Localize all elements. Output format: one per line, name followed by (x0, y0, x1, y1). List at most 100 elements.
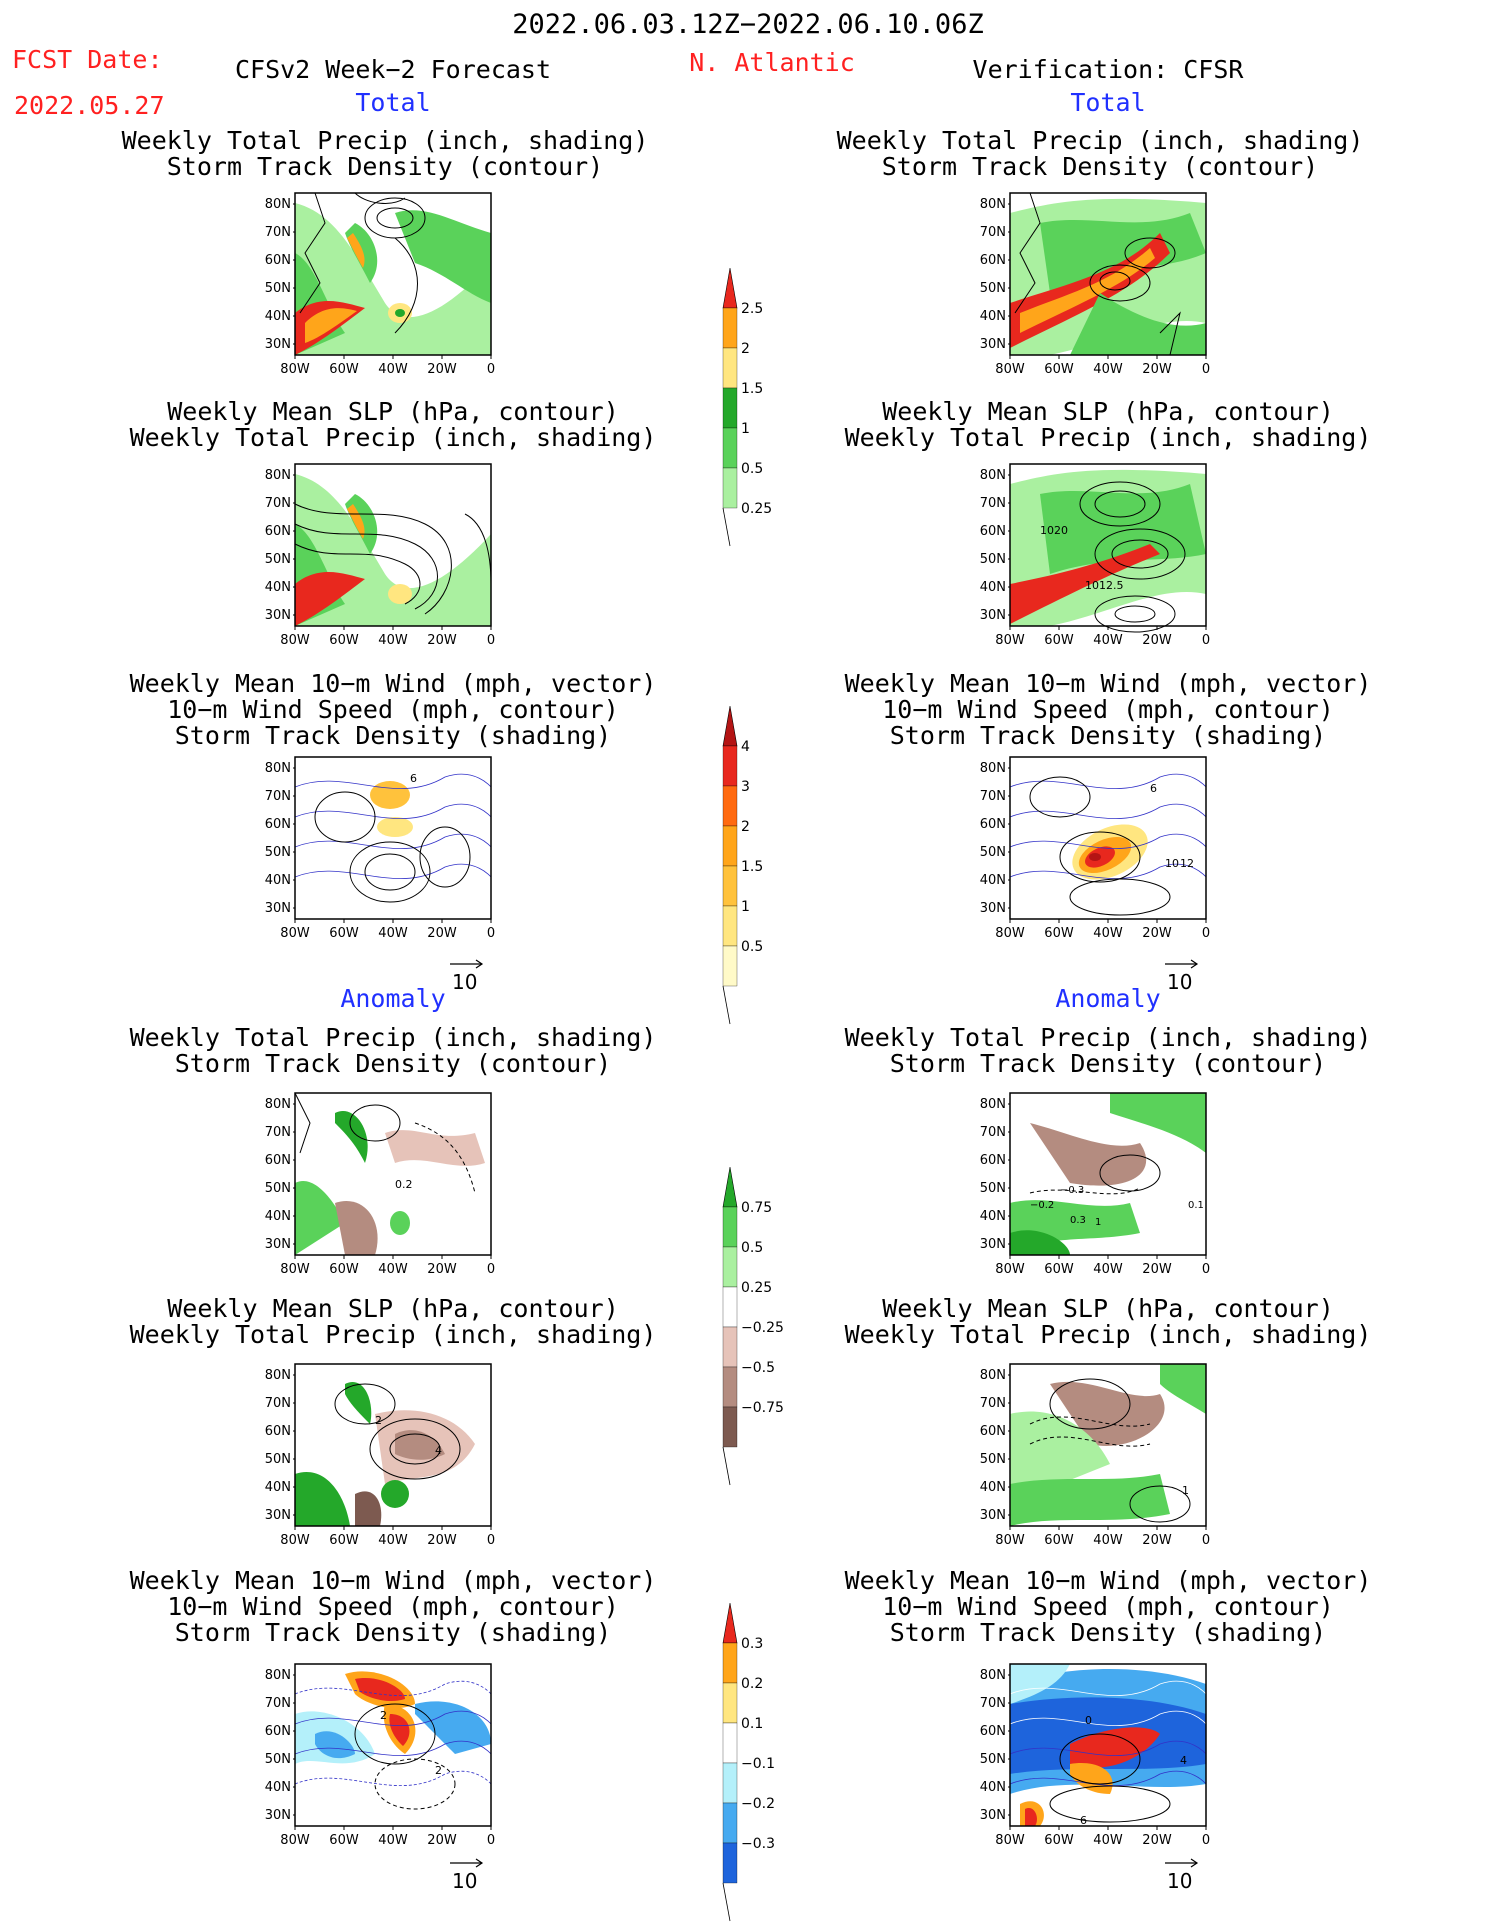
lon-tick-label: 0 (1202, 1833, 1210, 1848)
colorbar-storm-total: 4 3 2 1.5 1 0.5 (722, 705, 763, 1025)
lat-tick-label: 30N (980, 337, 1006, 352)
colorbar-swatch (722, 387, 738, 429)
lat-tick-label: 80N (265, 468, 291, 483)
lat-axis: 80N 70N 60N 50N 40N 30N 80W 60W 40W 20W 0 (980, 1368, 1210, 1548)
colorbar-label: 1 (741, 421, 750, 437)
lon-tick-label: 80W (280, 362, 310, 377)
colorbar-label: 1.5 (741, 381, 763, 397)
lon-tick-label: 80W (995, 1262, 1025, 1277)
vector-reference-value: 10 (1167, 970, 1193, 994)
lat-tick-label: 80N (980, 197, 1006, 212)
lat-tick-label: 70N (980, 225, 1006, 240)
lat-tick-label: 50N (980, 845, 1006, 860)
colorbar-swatch (722, 825, 738, 867)
colorbar-label: 0.25 (741, 1280, 772, 1296)
lat-tick-label: 70N (980, 789, 1006, 804)
contour-label: 0 (1085, 1714, 1092, 1727)
lat-tick-label: 60N (265, 1153, 291, 1168)
contour-label: 12 (1180, 857, 1194, 870)
colorbar-label: −0.3 (741, 1836, 775, 1852)
lat-tick-label: 70N (265, 789, 291, 804)
section-anomaly-left: Anomaly (340, 984, 446, 1013)
lat-tick-label: 70N (265, 1125, 291, 1140)
section-total-left: Total (355, 88, 431, 117)
lon-tick-label: 80W (280, 1833, 310, 1848)
lat-tick-label: 80N (980, 1368, 1006, 1383)
colorbar-label: 0.75 (741, 1200, 772, 1216)
map-wind-storm-total-obs: 80N 70N 60N 50N 40N 30N 80W 60W 40W 20W 0 6 12 10 (980, 756, 1210, 941)
contour-label: 10 (1165, 857, 1179, 870)
colorbar-swatch (722, 427, 738, 469)
lat-tick-label: 50N (980, 1452, 1006, 1467)
title-slp-precip-total-obs: Weekly Mean SLP (hPa, contour) Weekly Tot… (844, 397, 1372, 452)
colorbar-swatch (722, 307, 738, 349)
lon-tick-label: 40W (378, 1533, 408, 1548)
lat-tick-label: 40N (265, 1780, 291, 1795)
colorbar-label: 1.5 (741, 859, 763, 875)
lon-tick-label: 60W (329, 1262, 359, 1277)
lon-tick-label: 60W (1044, 926, 1074, 941)
lon-tick-label: 40W (1093, 362, 1123, 377)
vector-reference: 10 (1163, 956, 1203, 996)
colorbar-swatch (722, 1762, 738, 1804)
lat-tick-label: 50N (980, 1181, 1006, 1196)
verification-title: Verification: CFSR (972, 55, 1244, 84)
lon-tick-label: 40W (378, 633, 408, 648)
contour-label: 2 (435, 1764, 442, 1777)
title-wind-storm-total-obs: Weekly Mean 10−m Wind (mph, vector) 10−m … (844, 669, 1372, 750)
lat-tick-label: 50N (980, 281, 1006, 296)
contour-label: 0.1 (1188, 1200, 1204, 1211)
map-slp-precip-anom-obs: 80N 70N 60N 50N 40N 30N 80W 60W 40W 20W 0 1 (980, 1363, 1210, 1548)
contour-label: 2 (375, 1414, 382, 1427)
colorbar-label: −0.25 (741, 1320, 784, 1336)
vector-reference-value: 10 (452, 1869, 478, 1893)
lon-tick-label: 20W (427, 1262, 457, 1277)
section-total-right: Total (1070, 88, 1146, 117)
map-precip-storm-total-obs: 80N 70N 60N 50N 40N 30N 80W 60W 40W 20W 0 (980, 192, 1210, 377)
lon-tick-label: 40W (378, 1262, 408, 1277)
colorbar-label: −0.5 (741, 1360, 775, 1376)
contour-label: 0.2 (395, 1178, 413, 1191)
lat-tick-label: 60N (980, 1424, 1006, 1439)
lon-tick-label: 60W (329, 362, 359, 377)
fcst-date-label: FCST Date: (12, 45, 163, 74)
colorbar-label: 2 (741, 341, 750, 357)
colorbar-swatch (722, 785, 738, 827)
lat-axis: 80N 70N 60N 50N 40N 30N 80W 60W 40W 20W 0 (265, 197, 495, 377)
colorbar-storm-anom: 0.3 0.2 0.1 −0.1 −0.2 −0.3 (722, 1602, 775, 1922)
lon-tick-label: 40W (378, 926, 408, 941)
lon-tick-label: 60W (329, 633, 359, 648)
title-precip-storm-anom-fcst: Weekly Total Precip (inch, shading) Storm… (129, 1023, 657, 1078)
colorbar-tail (722, 507, 731, 547)
lon-tick-label: 0 (487, 362, 495, 377)
lat-tick-label: 30N (265, 337, 291, 352)
map-slp-precip-total-fcst: 80N 70N 60N 50N 40N 30N 80W 60W 40W 20W 0 (265, 463, 495, 648)
colorbar-label: 1 (741, 899, 750, 915)
lon-tick-label: 20W (1142, 926, 1172, 941)
section-anomaly-right: Anomaly (1055, 984, 1161, 1013)
contour-label: 0.3 (1070, 1215, 1086, 1226)
title-precip-storm-anom-obs: Weekly Total Precip (inch, shading) Storm… (844, 1023, 1372, 1078)
lon-tick-label: 0 (487, 1262, 495, 1277)
colorbar-swatch (722, 1406, 738, 1448)
lat-axis: 80N 70N 60N 50N 40N 30N 80W 60W 40W 20W 0 (265, 761, 495, 941)
contour-label: 4 (435, 1444, 442, 1457)
colorbar-swatch (722, 267, 738, 309)
colorbar-swatch (722, 467, 738, 509)
colorbar-swatch (722, 705, 738, 747)
colorbar-label: 0.5 (741, 939, 763, 955)
forecast-title: CFSv2 Week−2 Forecast (234, 55, 552, 84)
lat-tick-label: 60N (980, 1153, 1006, 1168)
contour-label: 1012.5 (1085, 579, 1124, 592)
lon-tick-label: 20W (427, 633, 457, 648)
lat-tick-label: 30N (265, 608, 291, 623)
lon-tick-label: 20W (1142, 1262, 1172, 1277)
lon-tick-label: 80W (280, 926, 310, 941)
title-wind-storm-total-fcst: Weekly Mean 10−m Wind (mph, vector) 10−m … (129, 669, 657, 750)
contour-label: 1020 (1040, 524, 1068, 537)
lat-tick-label: 50N (265, 1752, 291, 1767)
colorbar-swatch (722, 1286, 738, 1328)
lat-tick-label: 60N (980, 524, 1006, 539)
lat-tick-label: 30N (265, 1237, 291, 1252)
lat-axis: 80N 70N 60N 50N 40N 30N 80W 60W 40W 20W 0 (980, 197, 1210, 377)
